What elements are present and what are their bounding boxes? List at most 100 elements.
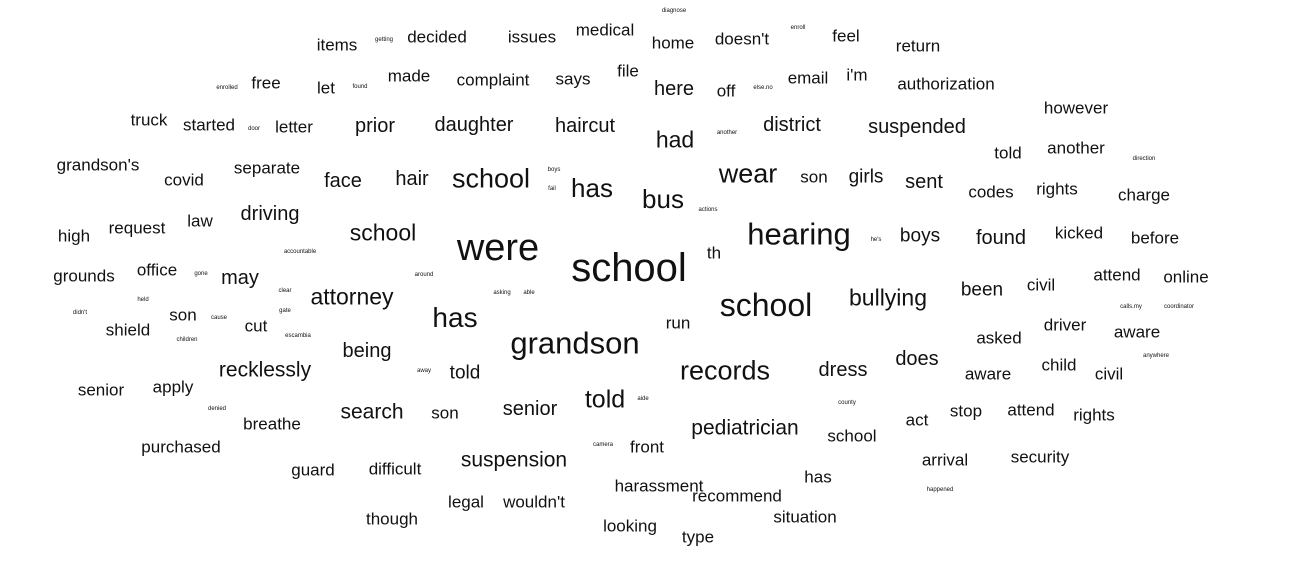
word-county: county <box>838 400 856 406</box>
word-told: told <box>449 362 481 384</box>
word-face: face <box>324 170 362 192</box>
word-bus: bus <box>642 184 684 214</box>
word-items: items <box>316 35 358 55</box>
word-son: son <box>431 403 459 423</box>
word-pediatrician: pediatrician <box>691 416 799 440</box>
word-senior: senior <box>502 398 558 420</box>
word-he-s: he's <box>870 237 882 243</box>
word-recklessly: recklessly <box>218 358 312 382</box>
word-else-no: else.no <box>753 85 773 91</box>
word-anywhere: anywhere <box>1142 353 1170 359</box>
word-codes: codes <box>968 182 1014 202</box>
word-hearing: hearing <box>747 216 851 252</box>
word-harassment: harassment <box>614 476 704 496</box>
word-school: school <box>451 163 531 194</box>
word-type: type <box>681 527 715 547</box>
word-getting: getting <box>374 37 394 43</box>
word-rights: rights <box>1073 405 1115 425</box>
word-says: says <box>555 69 591 89</box>
word-had: had <box>655 126 695 153</box>
word-may: may <box>221 267 259 289</box>
word-diagnose: diagnose <box>661 8 687 14</box>
word-driving: driving <box>240 203 300 225</box>
word-attend: attend <box>1093 265 1141 285</box>
word-run: run <box>665 313 691 333</box>
word-though: though <box>366 509 418 529</box>
word-suspension: suspension <box>460 448 568 472</box>
word-been: been <box>960 279 1004 301</box>
word-aware: aware <box>1113 322 1161 342</box>
word-children: children <box>176 337 198 343</box>
word-away: away <box>416 368 432 374</box>
word-another: another <box>1047 138 1105 158</box>
word-door: door <box>247 126 261 132</box>
word-medical: medical <box>575 20 635 40</box>
word-haircut: haircut <box>554 115 616 137</box>
word-email: email <box>787 68 829 88</box>
word-here: here <box>653 78 695 100</box>
word-camera: camera <box>592 442 614 448</box>
word-clear: clear <box>278 288 292 294</box>
word-didn-t: didn't <box>72 310 88 316</box>
word-denied: denied <box>207 406 227 412</box>
word-i-m: i'm <box>846 65 868 85</box>
word-accountable: accountable <box>283 249 317 255</box>
word-son: son <box>800 167 828 187</box>
word-free: free <box>251 73 281 93</box>
word-school: school <box>827 426 877 446</box>
word-school: school <box>719 287 813 323</box>
word-search: search <box>340 400 404 424</box>
word-has: has <box>571 173 613 203</box>
word-high: high <box>57 226 91 246</box>
word-happened: happened <box>926 487 954 493</box>
word-able: able <box>523 290 535 296</box>
word-held: held <box>137 297 149 303</box>
word-enroll: enroll <box>790 25 806 31</box>
word-son: son <box>169 305 197 325</box>
word-law: law <box>187 211 213 231</box>
word-senior: senior <box>77 380 125 400</box>
word-feel: feel <box>832 26 860 46</box>
word-aware: aware <box>964 364 1012 384</box>
word-told: told <box>584 385 626 414</box>
word-legal: legal <box>448 492 484 512</box>
word-another: another <box>716 130 738 136</box>
word-calls-my: calls.my <box>1120 304 1142 310</box>
word-truck: truck <box>130 110 168 130</box>
word-situation: situation <box>773 507 837 527</box>
word-child: child <box>1041 355 1077 375</box>
word-return: return <box>895 36 941 56</box>
word-let: let <box>317 78 335 98</box>
word-purchased: purchased <box>141 437 221 457</box>
word-covid: covid <box>164 170 204 190</box>
word-aide: aide <box>637 396 649 402</box>
word-coordinator: coordinator <box>1163 304 1195 310</box>
word-fail: fail <box>548 186 556 192</box>
word-driver: driver <box>1043 315 1087 335</box>
word-apply: apply <box>152 377 194 397</box>
word-decided: decided <box>407 27 467 47</box>
word-told: told <box>994 143 1022 163</box>
word-were: were <box>456 227 540 269</box>
word-cut: cut <box>244 316 268 336</box>
word-asked: asked <box>976 328 1022 348</box>
word-does: does <box>895 348 939 370</box>
word-sent: sent <box>905 171 943 193</box>
word-school: school <box>349 219 417 246</box>
word-wear: wear <box>718 158 778 189</box>
word-attorney: attorney <box>310 283 394 310</box>
word-act: act <box>905 410 929 430</box>
word-boys: boys <box>547 167 561 173</box>
word-cause: cause <box>210 315 228 321</box>
word-escambia: escambia <box>285 333 311 339</box>
word-file: file <box>617 61 639 81</box>
word-before: before <box>1130 228 1180 248</box>
word-arrival: arrival <box>921 450 969 470</box>
word-th: th <box>706 243 722 263</box>
word-made: made <box>387 66 431 86</box>
word-has: has <box>432 302 478 333</box>
word-home: home <box>651 33 695 53</box>
word-started: started <box>183 115 235 135</box>
word-breathe: breathe <box>243 414 301 434</box>
